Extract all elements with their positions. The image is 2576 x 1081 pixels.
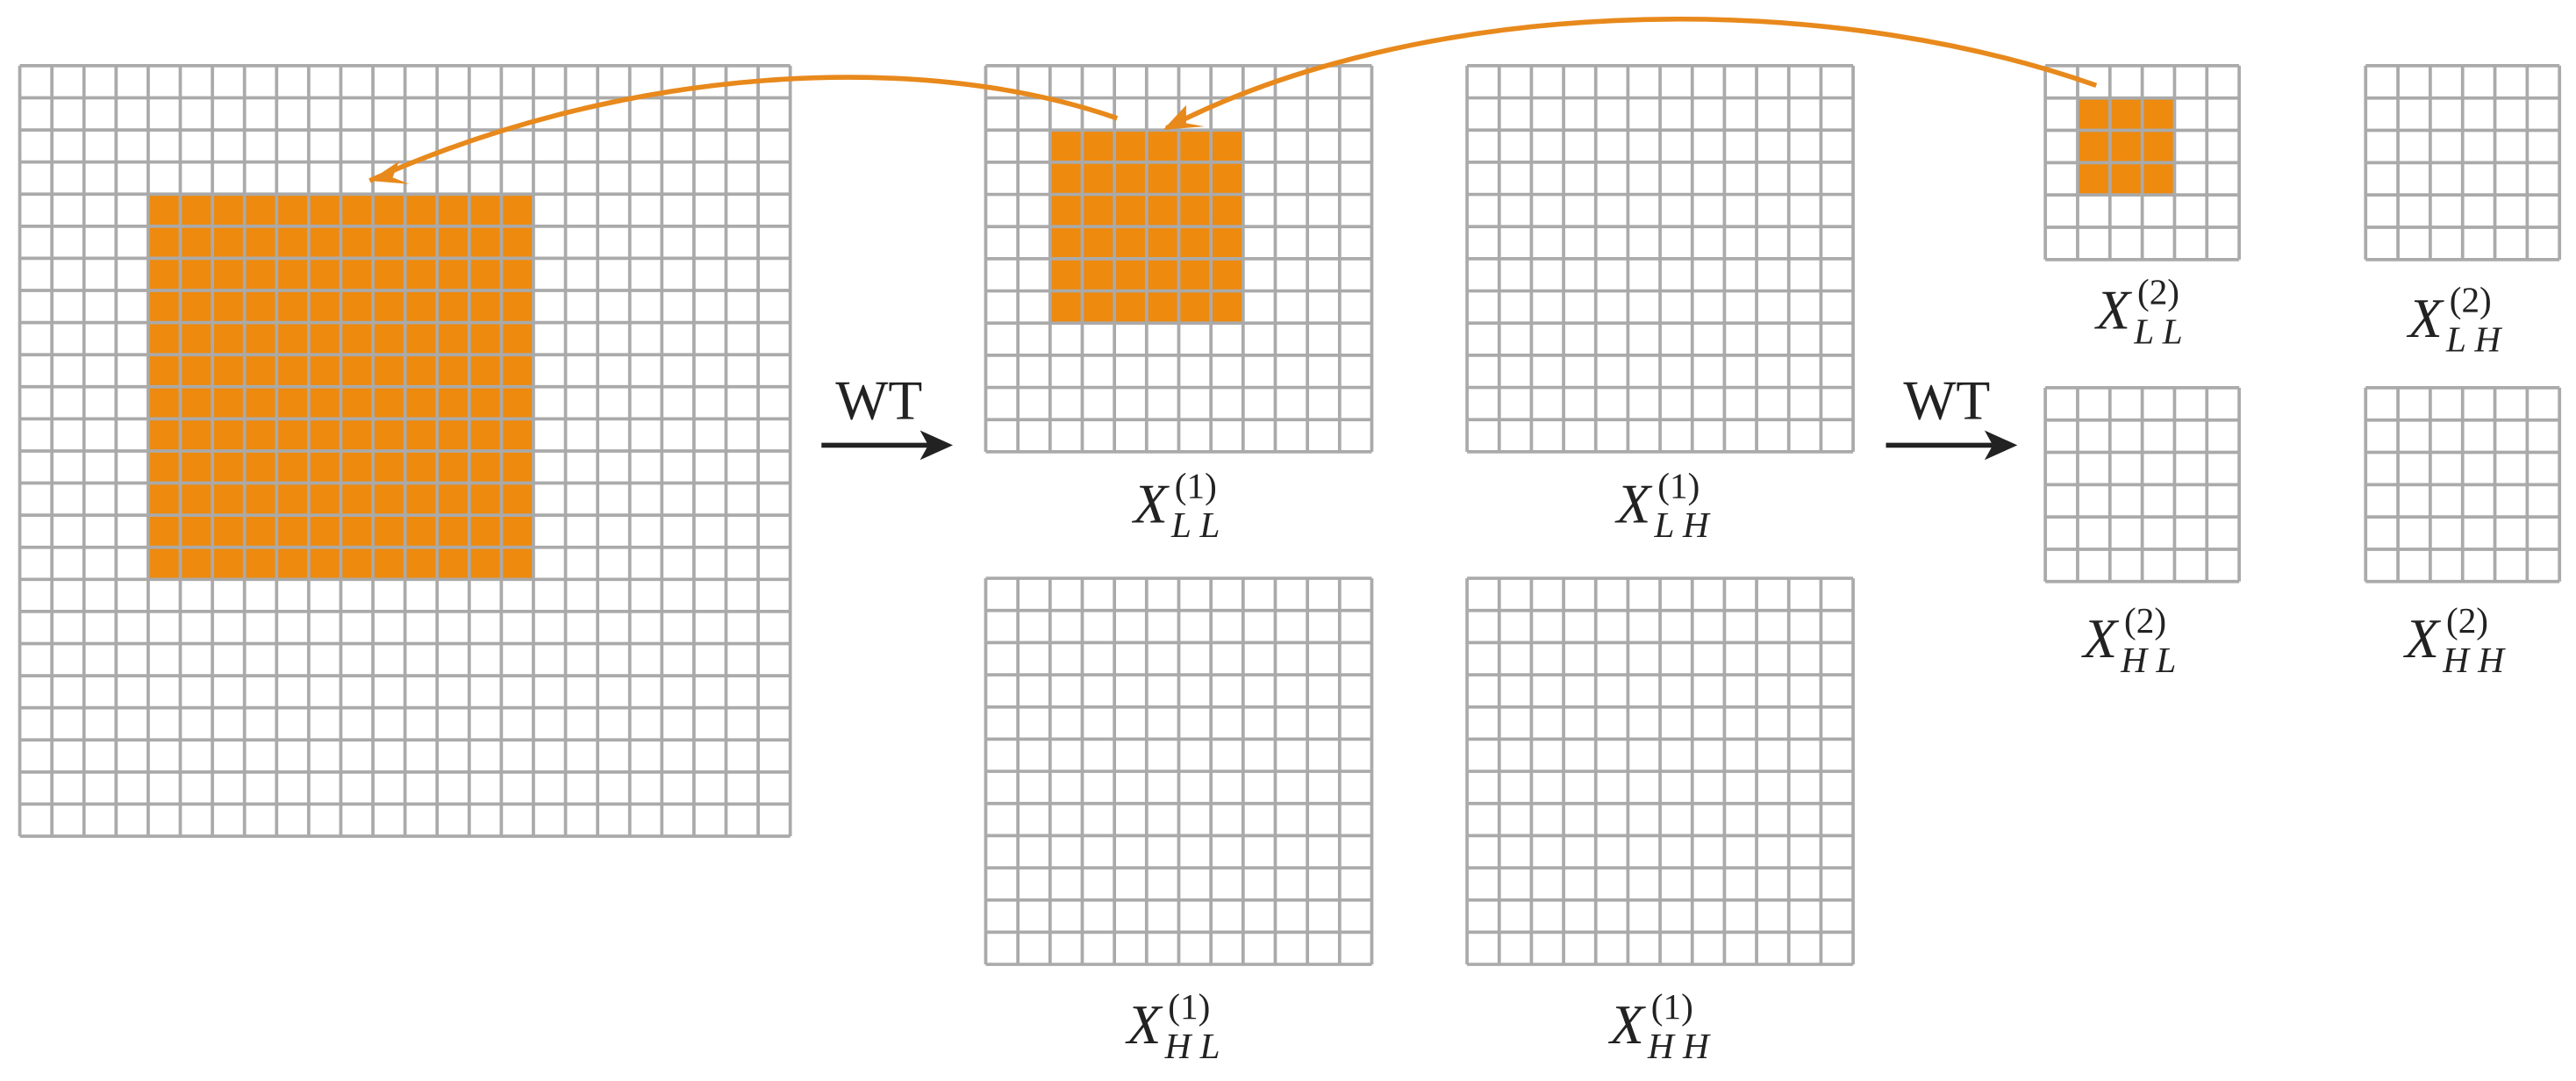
label-superscript: (2) — [2124, 600, 2166, 641]
operator: WT — [835, 369, 922, 431]
label-subscript: L H — [1654, 505, 1711, 545]
label-subscript: H L — [2120, 640, 2176, 680]
labels: X (1)L L X (1)L HX (1)H L X (1)H HX (2)L L X (2)L… — [1125, 271, 2507, 1065]
label-superscript: (1) — [1657, 465, 1699, 506]
label: X (2)L L — [2093, 271, 2182, 351]
arrow-head — [919, 430, 954, 461]
label: X (1)L H — [1614, 465, 1711, 545]
label-subscript: L L — [1170, 505, 1220, 545]
grids — [18, 64, 2562, 966]
label-subscript: H L — [1164, 1026, 1220, 1066]
label-symbol: X — [2093, 278, 2132, 340]
label: X (2)H L — [2080, 600, 2176, 680]
operator: WT — [1903, 369, 1990, 431]
label-superscript: (1) — [1175, 465, 1217, 506]
label-symbol: X — [2402, 607, 2441, 669]
label-symbol: X — [1125, 993, 1163, 1056]
label-subscript: H H — [2442, 640, 2506, 680]
label: X (2)H H — [2402, 600, 2506, 680]
label-symbol: X — [2406, 287, 2444, 349]
label-superscript: (2) — [2446, 600, 2488, 641]
label: X (2)L H — [2406, 280, 2503, 360]
label-symbol: X — [1607, 993, 1646, 1056]
label-symbol: X — [1614, 472, 1652, 534]
mapping-arrow — [369, 75, 1119, 183]
label-subscript: L H — [2445, 319, 2502, 360]
mapping-arrow — [1165, 16, 2098, 131]
label-symbol: X — [2080, 607, 2119, 669]
label: X (1)L L — [1131, 465, 1220, 545]
highlight — [2077, 97, 2175, 196]
label-superscript: (2) — [2450, 280, 2492, 321]
label-superscript: (2) — [2137, 271, 2179, 312]
label-symbol: X — [1131, 472, 1170, 534]
label-subscript: L L — [2133, 311, 2182, 351]
arrow-head — [369, 161, 410, 184]
label: X (1)H L — [1125, 986, 1220, 1066]
arrow-head — [1984, 430, 2018, 461]
label-superscript: (1) — [1651, 986, 1693, 1027]
label-subscript: H H — [1647, 1026, 1711, 1066]
arrow-head — [1163, 104, 1205, 130]
label-superscript: (1) — [1168, 986, 1210, 1027]
label: X (1)H H — [1607, 986, 1711, 1066]
